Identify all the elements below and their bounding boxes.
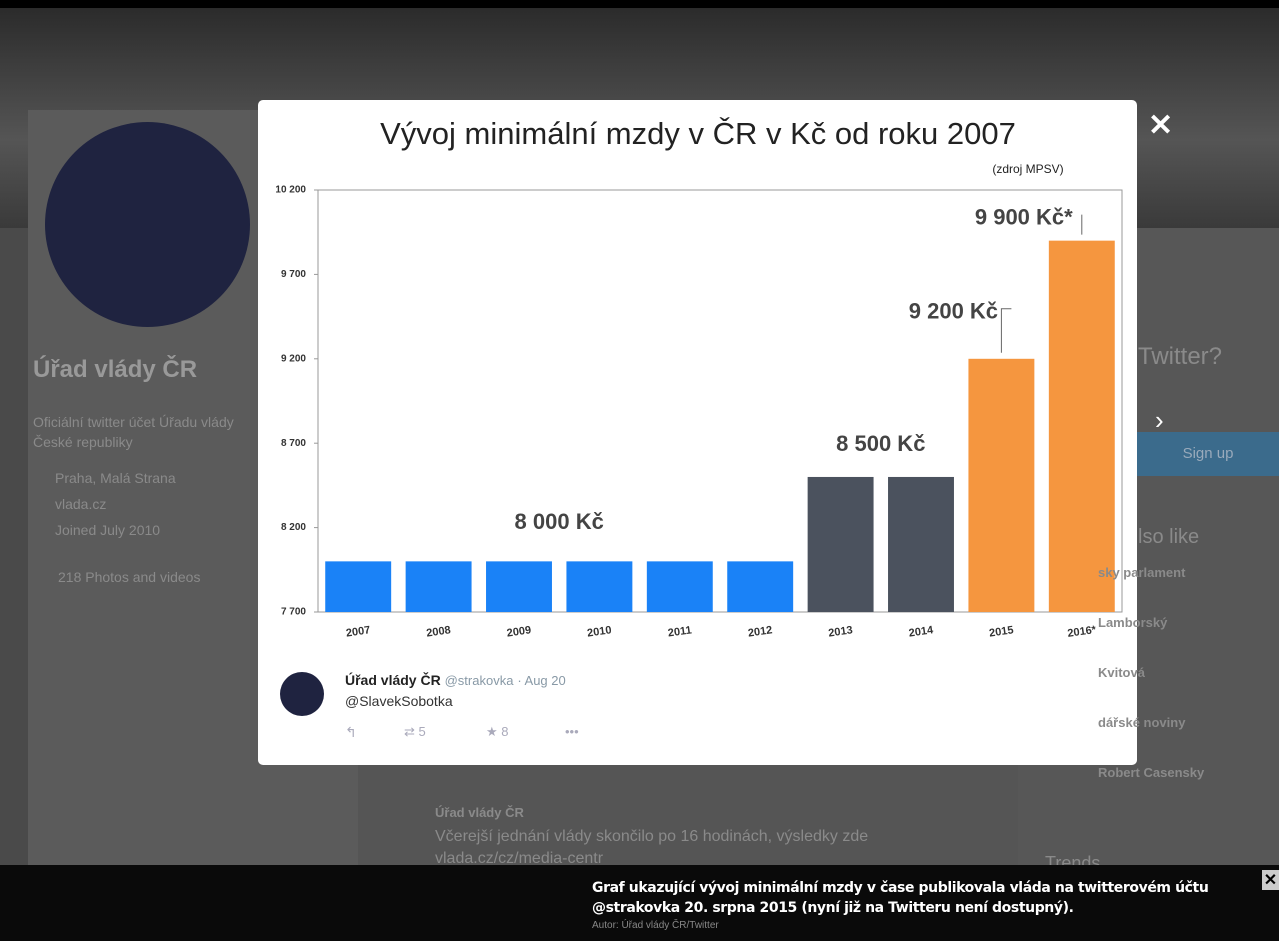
media-modal: Vývoj minimální mzdy v ČR v Kč od roku 2… — [258, 100, 1137, 765]
caption-close[interactable]: ✕ — [1262, 870, 1279, 890]
suggestion-name[interactable]: Kvitová — [1098, 665, 1145, 680]
bar — [968, 358, 1035, 612]
bar — [486, 561, 552, 612]
x-tick-label: 2014 — [908, 624, 935, 639]
profile-joined: Joined July 2010 — [55, 522, 161, 538]
x-tick-label: 2008 — [426, 624, 452, 639]
bar — [325, 561, 392, 612]
bar — [405, 561, 472, 612]
tweet2-text: Včerejší jednání vlády skončilo po 16 ho… — [435, 828, 869, 866]
profile-avatar — [45, 122, 250, 327]
bar — [1048, 240, 1115, 612]
tweet-handle[interactable]: @strakovka — [444, 673, 514, 688]
favorite-action[interactable]: ★ 8 — [486, 724, 509, 739]
profile-website[interactable]: vlada.cz — [55, 496, 107, 512]
top-bar — [0, 0, 1279, 8]
profile-name: Úřad vlády ČR — [33, 356, 198, 383]
tweet-date[interactable]: · Aug 20 — [517, 673, 566, 688]
profile-bio: Oficiální twitter účet Úřadu vlády České… — [33, 414, 234, 450]
also-like-heading: lso like — [1138, 526, 1200, 548]
suggestion-name[interactable]: Lamborský — [1098, 615, 1168, 630]
favorite-count: 8 — [501, 724, 509, 739]
tweet-avatar[interactable] — [280, 672, 324, 716]
chart-subtitle: (zdroj MPSV) — [992, 162, 1063, 176]
x-tick-label: 2007 — [345, 624, 371, 639]
x-tick-label: 2011 — [667, 624, 692, 639]
caption-bar — [0, 865, 1279, 941]
bar — [646, 561, 713, 612]
x-tick-label: 2012 — [747, 624, 773, 639]
bar — [888, 476, 954, 612]
retweet-action[interactable]: ⇄ 5 — [404, 724, 426, 739]
y-tick-label: 8 200 — [281, 522, 306, 533]
x-tick-label: 2010 — [586, 624, 612, 639]
tweet-author[interactable]: Úřad vlády ČR @strakovka · Aug 20 — [345, 672, 566, 688]
y-tick-label: 8 700 — [281, 438, 306, 449]
bar — [727, 561, 794, 612]
next-arrow[interactable]: › — [1155, 405, 1164, 435]
annotation: 9 200 Kč — [909, 299, 998, 324]
tweet2-name: Úřad vlády ČR — [435, 805, 524, 820]
close-button[interactable]: ✕ — [1148, 109, 1174, 142]
more-icon[interactable]: ••• — [565, 724, 579, 739]
annotation: 9 900 Kč* — [975, 204, 1073, 229]
bar — [807, 476, 874, 612]
y-tick-label: 9 700 — [281, 269, 306, 280]
suggestion-name[interactable]: Robert Casensky — [1098, 765, 1205, 780]
y-tick-label: 9 200 — [281, 353, 306, 364]
chart: Vývoj minimální mzdy v ČR v Kč od roku 2… — [275, 116, 1123, 640]
profile-location: Praha, Malá Strana — [55, 470, 176, 486]
y-tick-label: 7 700 — [281, 607, 306, 618]
bar — [566, 561, 633, 612]
annotation: 8 000 Kč — [515, 509, 604, 534]
annotation: 8 500 Kč — [836, 431, 925, 456]
reply-icon[interactable]: ↰ — [345, 724, 357, 740]
signup-button[interactable]: Sign up — [1137, 432, 1279, 476]
x-tick-label: 2013 — [828, 624, 854, 639]
annotation-leader — [1000, 308, 1012, 353]
y-tick-label: 10 200 — [275, 185, 306, 196]
signup-question: Twitter? — [1138, 343, 1223, 370]
tweet-name[interactable]: Úřad vlády ČR — [345, 672, 441, 688]
tweet-text: @SlavekSobotka — [345, 693, 453, 709]
x-tick-label: 2009 — [506, 624, 532, 639]
x-tick-label: 2016* — [1067, 624, 1098, 640]
suggestion-name[interactable]: dářské noviny — [1098, 715, 1186, 730]
plot-frame — [317, 189, 1123, 613]
retweet-count: 5 — [418, 724, 426, 739]
x-tick-label: 2015 — [988, 624, 1014, 639]
caption-text: Graf ukazující vývoj minimální mzdy v ča… — [592, 880, 1209, 916]
chart-title: Vývoj minimální mzdy v ČR v Kč od roku 2… — [380, 116, 1016, 151]
suggestion-name[interactable]: sky parlament — [1098, 565, 1186, 580]
caption-author: Autor: Úřad vlády ČR/Twitter — [592, 920, 719, 931]
photos-link[interactable]: 218 Photos and videos — [58, 569, 201, 585]
